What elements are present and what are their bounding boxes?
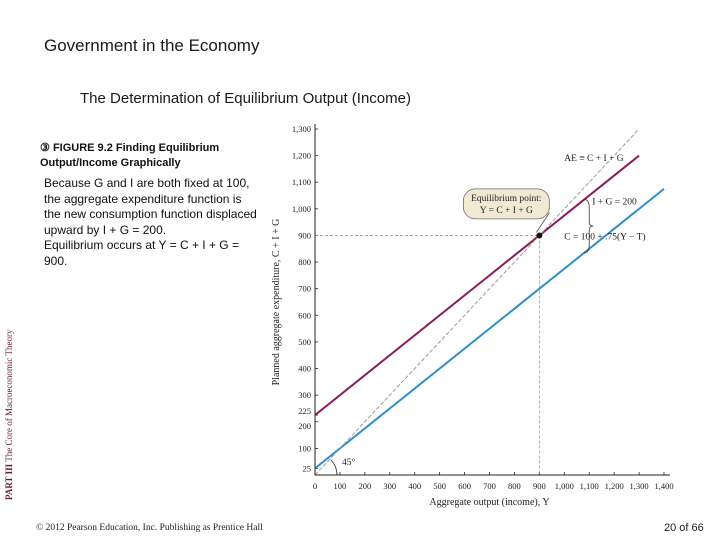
y-tick-label: 900 bbox=[298, 230, 311, 240]
x-tick-label: 1,400 bbox=[654, 481, 673, 491]
chart-annotations: AE ≡ C + I + G C = 100 + .75(Y − T) 45° I +… bbox=[330, 154, 646, 476]
x-axis-ticks: 0 100 200 300 400 500 600 700 800 900 1,000 1,100 1,… bbox=[313, 472, 674, 491]
x-tick-label: 300 bbox=[383, 481, 396, 491]
x-axis-label: Aggregate output (income), Y bbox=[429, 497, 549, 508]
y-tick-label: 1,200 bbox=[292, 151, 311, 161]
x-tick-label: 1,300 bbox=[630, 481, 649, 491]
x-tick-label: 200 bbox=[358, 481, 371, 491]
y-tick-label: 25 bbox=[303, 463, 312, 473]
figure-marker-icon: ③ bbox=[40, 142, 50, 154]
gap-label: I + G = 200 bbox=[592, 198, 637, 208]
side-part-title: The Core of Macroeconomic Theory bbox=[4, 329, 14, 462]
guide-lines bbox=[315, 235, 540, 475]
y-tick-label: 100 bbox=[298, 443, 311, 453]
y-tick-label: 700 bbox=[298, 284, 311, 294]
y-tick-label: 200 bbox=[298, 421, 311, 431]
y-axis-label: Planned aggregate expenditure, C + I + G bbox=[271, 219, 282, 386]
x-tick-label: 1,100 bbox=[580, 481, 599, 491]
explanation-text: Because G and I are both fixed at 100, t… bbox=[44, 176, 259, 269]
x-tick-label: 1,200 bbox=[605, 481, 624, 491]
explanation-line-1: Because G and I are both fixed at 100, t… bbox=[44, 176, 257, 237]
x-tick-label: 800 bbox=[508, 481, 521, 491]
series-lines bbox=[314, 128, 665, 476]
equilibrium-chart: 25 100 200 225 300 400 500 600 700 800 900 1,000 1,1… bbox=[271, 124, 674, 508]
x-tick-label: 700 bbox=[483, 481, 496, 491]
x-tick-label: 100 bbox=[334, 481, 347, 491]
y-tick-label: 225 bbox=[298, 406, 311, 416]
equilibrium-callout bbox=[462, 188, 550, 220]
y-tick-label: 400 bbox=[298, 364, 311, 374]
page-number: 20 of 66 bbox=[664, 522, 704, 534]
x-tick-label: 900 bbox=[533, 481, 546, 491]
angle-label: 45° bbox=[342, 457, 356, 468]
callout-pointer bbox=[536, 212, 550, 233]
x-tick-label: 500 bbox=[433, 481, 446, 491]
figure-caption-text: FIGURE 9.2 Finding Equilibrium Output/In… bbox=[40, 142, 220, 169]
y-tick-label: 1,100 bbox=[292, 177, 311, 187]
ae-line-label: AE ≡ C + I + G bbox=[564, 154, 623, 164]
consumption-line-label: C = 100 + .75(Y − T) bbox=[564, 231, 645, 242]
equilibrium-point bbox=[536, 232, 543, 239]
footer-copyright: © 2012 Pearson Education, Inc. Publishin… bbox=[36, 523, 263, 533]
y-tick-label: 500 bbox=[298, 337, 311, 347]
y-tick-label: 800 bbox=[298, 257, 311, 267]
x-tick-label: 1,000 bbox=[555, 481, 574, 491]
y-tick-label: 600 bbox=[298, 310, 311, 320]
forty-five-degree-line bbox=[314, 128, 640, 476]
side-part-number: PART III bbox=[4, 463, 14, 500]
y-tick-label: 300 bbox=[298, 390, 311, 400]
y-axis-ticks: 25 100 200 225 300 400 500 600 700 800 900 1,000 1,1… bbox=[292, 124, 318, 473]
y-tick-label: 1,000 bbox=[292, 204, 311, 214]
callout-text-2: Y = C + I + G bbox=[480, 206, 533, 216]
consumption-line bbox=[314, 188, 665, 470]
x-tick-label: 600 bbox=[458, 481, 471, 491]
x-tick-label: 0 bbox=[313, 481, 317, 491]
y-tick-label: 1,300 bbox=[292, 124, 311, 134]
side-part-label: PART III The Core of Macroeconomic Theor… bbox=[4, 329, 14, 500]
callout-text-1: Equilibrium point: bbox=[471, 194, 541, 204]
x-tick-label: 400 bbox=[408, 481, 421, 491]
slide-title: Government in the Economy bbox=[44, 36, 260, 55]
ae-line bbox=[314, 154, 640, 416]
slide-subtitle: The Determination of Equilibrium Output … bbox=[80, 90, 411, 107]
explanation-line-2: Equilibrium occurs at Y = C + I + G = 90… bbox=[44, 238, 239, 268]
figure-caption: ③ FIGURE 9.2 Finding Equilibrium Output/… bbox=[40, 141, 270, 171]
angle-arc bbox=[330, 459, 338, 476]
